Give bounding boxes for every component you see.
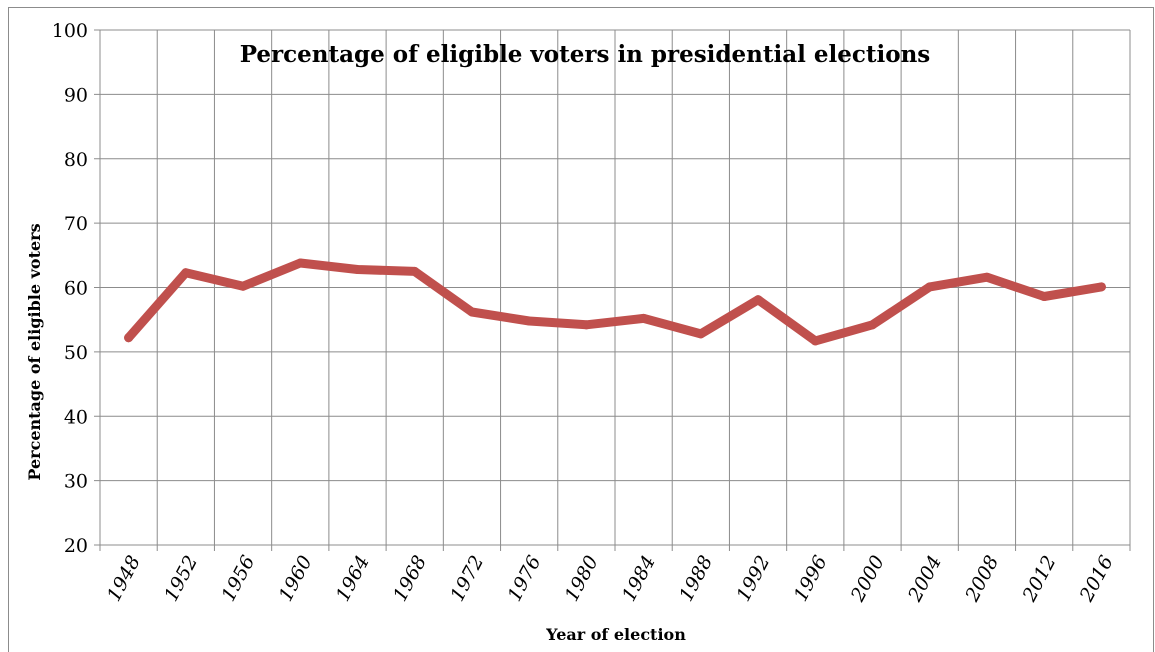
data-point	[295, 258, 305, 268]
x-tick-label: 2016	[1075, 552, 1118, 606]
data-point	[238, 281, 248, 291]
x-tick-label: 1984	[618, 552, 660, 605]
x-tick-labels: 1948 1952 1956 1960 1964 1968 1972 1976 1980 1984…	[103, 552, 1118, 606]
y-tick-label: 60	[64, 278, 88, 300]
data-point	[467, 307, 477, 317]
y-tick-label: 20	[64, 535, 88, 557]
data-point	[124, 333, 134, 343]
series-line	[124, 258, 1106, 346]
x-tick-label: 1956	[217, 552, 259, 605]
grid-lines	[99, 29, 1131, 551]
x-tick-label: 2004	[904, 552, 947, 606]
data-point	[181, 268, 191, 278]
x-tick-label: 1972	[446, 552, 488, 605]
x-tick-label: 1964	[332, 552, 374, 605]
y-tick-label: 70	[64, 213, 88, 235]
y-tick-label: 30	[64, 471, 88, 493]
x-tick-label: 1960	[275, 552, 317, 605]
data-point	[639, 313, 649, 323]
x-tick-label: 1952	[160, 552, 202, 605]
data-point	[810, 336, 820, 346]
data-point	[696, 329, 706, 339]
axes	[94, 29, 1130, 546]
chart-frame	[8, 7, 1154, 652]
y-tick-label: 90	[64, 84, 88, 106]
data-point	[982, 272, 992, 282]
data-point	[868, 320, 877, 330]
x-tick-label: 1968	[389, 552, 431, 605]
y-tick-label: 50	[64, 342, 88, 364]
data-point	[410, 266, 420, 276]
series	[124, 258, 1106, 346]
data-point	[524, 316, 534, 326]
data-point	[925, 282, 935, 292]
data-point	[1039, 292, 1049, 302]
x-tick-label: 1996	[790, 552, 832, 605]
y-axis-title: Percentage of eligible voters	[25, 223, 44, 480]
y-tick-label: 80	[64, 149, 88, 171]
x-tick-label: 2008	[961, 552, 1004, 606]
y-tick-labels: 20 30 40 50 60 70 80 90 100	[52, 20, 88, 557]
data-point	[1096, 282, 1106, 292]
x-tick-label: 1980	[561, 552, 603, 605]
data-point	[353, 264, 362, 274]
x-tick-label: 1992	[732, 552, 774, 605]
x-tick-label: 1976	[503, 552, 545, 605]
x-axis-title: Year of election	[545, 625, 686, 644]
data-point	[581, 320, 591, 330]
x-tick-label: 2000	[846, 552, 889, 606]
y-tick-label: 100	[52, 20, 88, 42]
x-tick-label: 1988	[675, 552, 717, 605]
data-point	[753, 295, 763, 305]
y-tick-label: 40	[64, 406, 88, 428]
x-tick-label: 1948	[103, 552, 145, 605]
x-tick-label: 2012	[1018, 552, 1061, 606]
chart-title: Percentage of eligible voters in preside…	[240, 41, 931, 68]
